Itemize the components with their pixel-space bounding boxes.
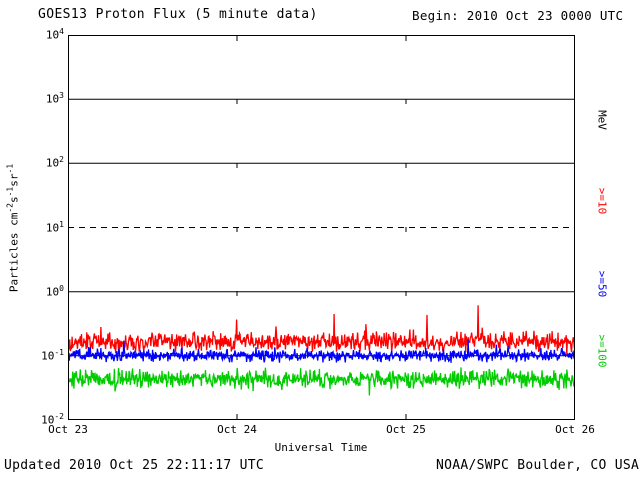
y-tick-label: 102 xyxy=(45,155,64,170)
updated-timestamp: Updated 2010 Oct 25 22:11:17 UTC xyxy=(4,458,265,473)
plot-area xyxy=(68,35,575,420)
source-credit: NOAA/SWPC Boulder, CO USA xyxy=(436,458,640,473)
legend-label-mev: MeV xyxy=(595,110,609,130)
legend-label-100: >=100 xyxy=(595,334,609,368)
y-tick-label: 103 xyxy=(45,91,64,106)
chart-title: GOES13 Proton Flux (5 minute data) xyxy=(38,7,318,22)
y-tick-label: 100 xyxy=(45,283,64,299)
x-tick-label: Oct 25 xyxy=(386,423,426,436)
legend-label-10: >=10 xyxy=(595,187,609,215)
x-axis-label: Universal Time xyxy=(274,441,368,454)
y-tick-label: 101 xyxy=(45,219,64,235)
y-tick-label: 10-1 xyxy=(41,347,64,363)
x-tick-label: Oct 23 xyxy=(48,423,88,436)
x-tick-label: Oct 24 xyxy=(217,423,257,436)
y-tick-label: 10-2 xyxy=(41,412,64,427)
y-tick-label: 104 xyxy=(45,27,64,42)
x-tick-label: Oct 26 xyxy=(555,423,595,436)
begin-time-label: Begin: 2010 Oct 23 0000 UTC xyxy=(412,8,624,23)
legend-label-50: >=50 xyxy=(595,270,609,298)
